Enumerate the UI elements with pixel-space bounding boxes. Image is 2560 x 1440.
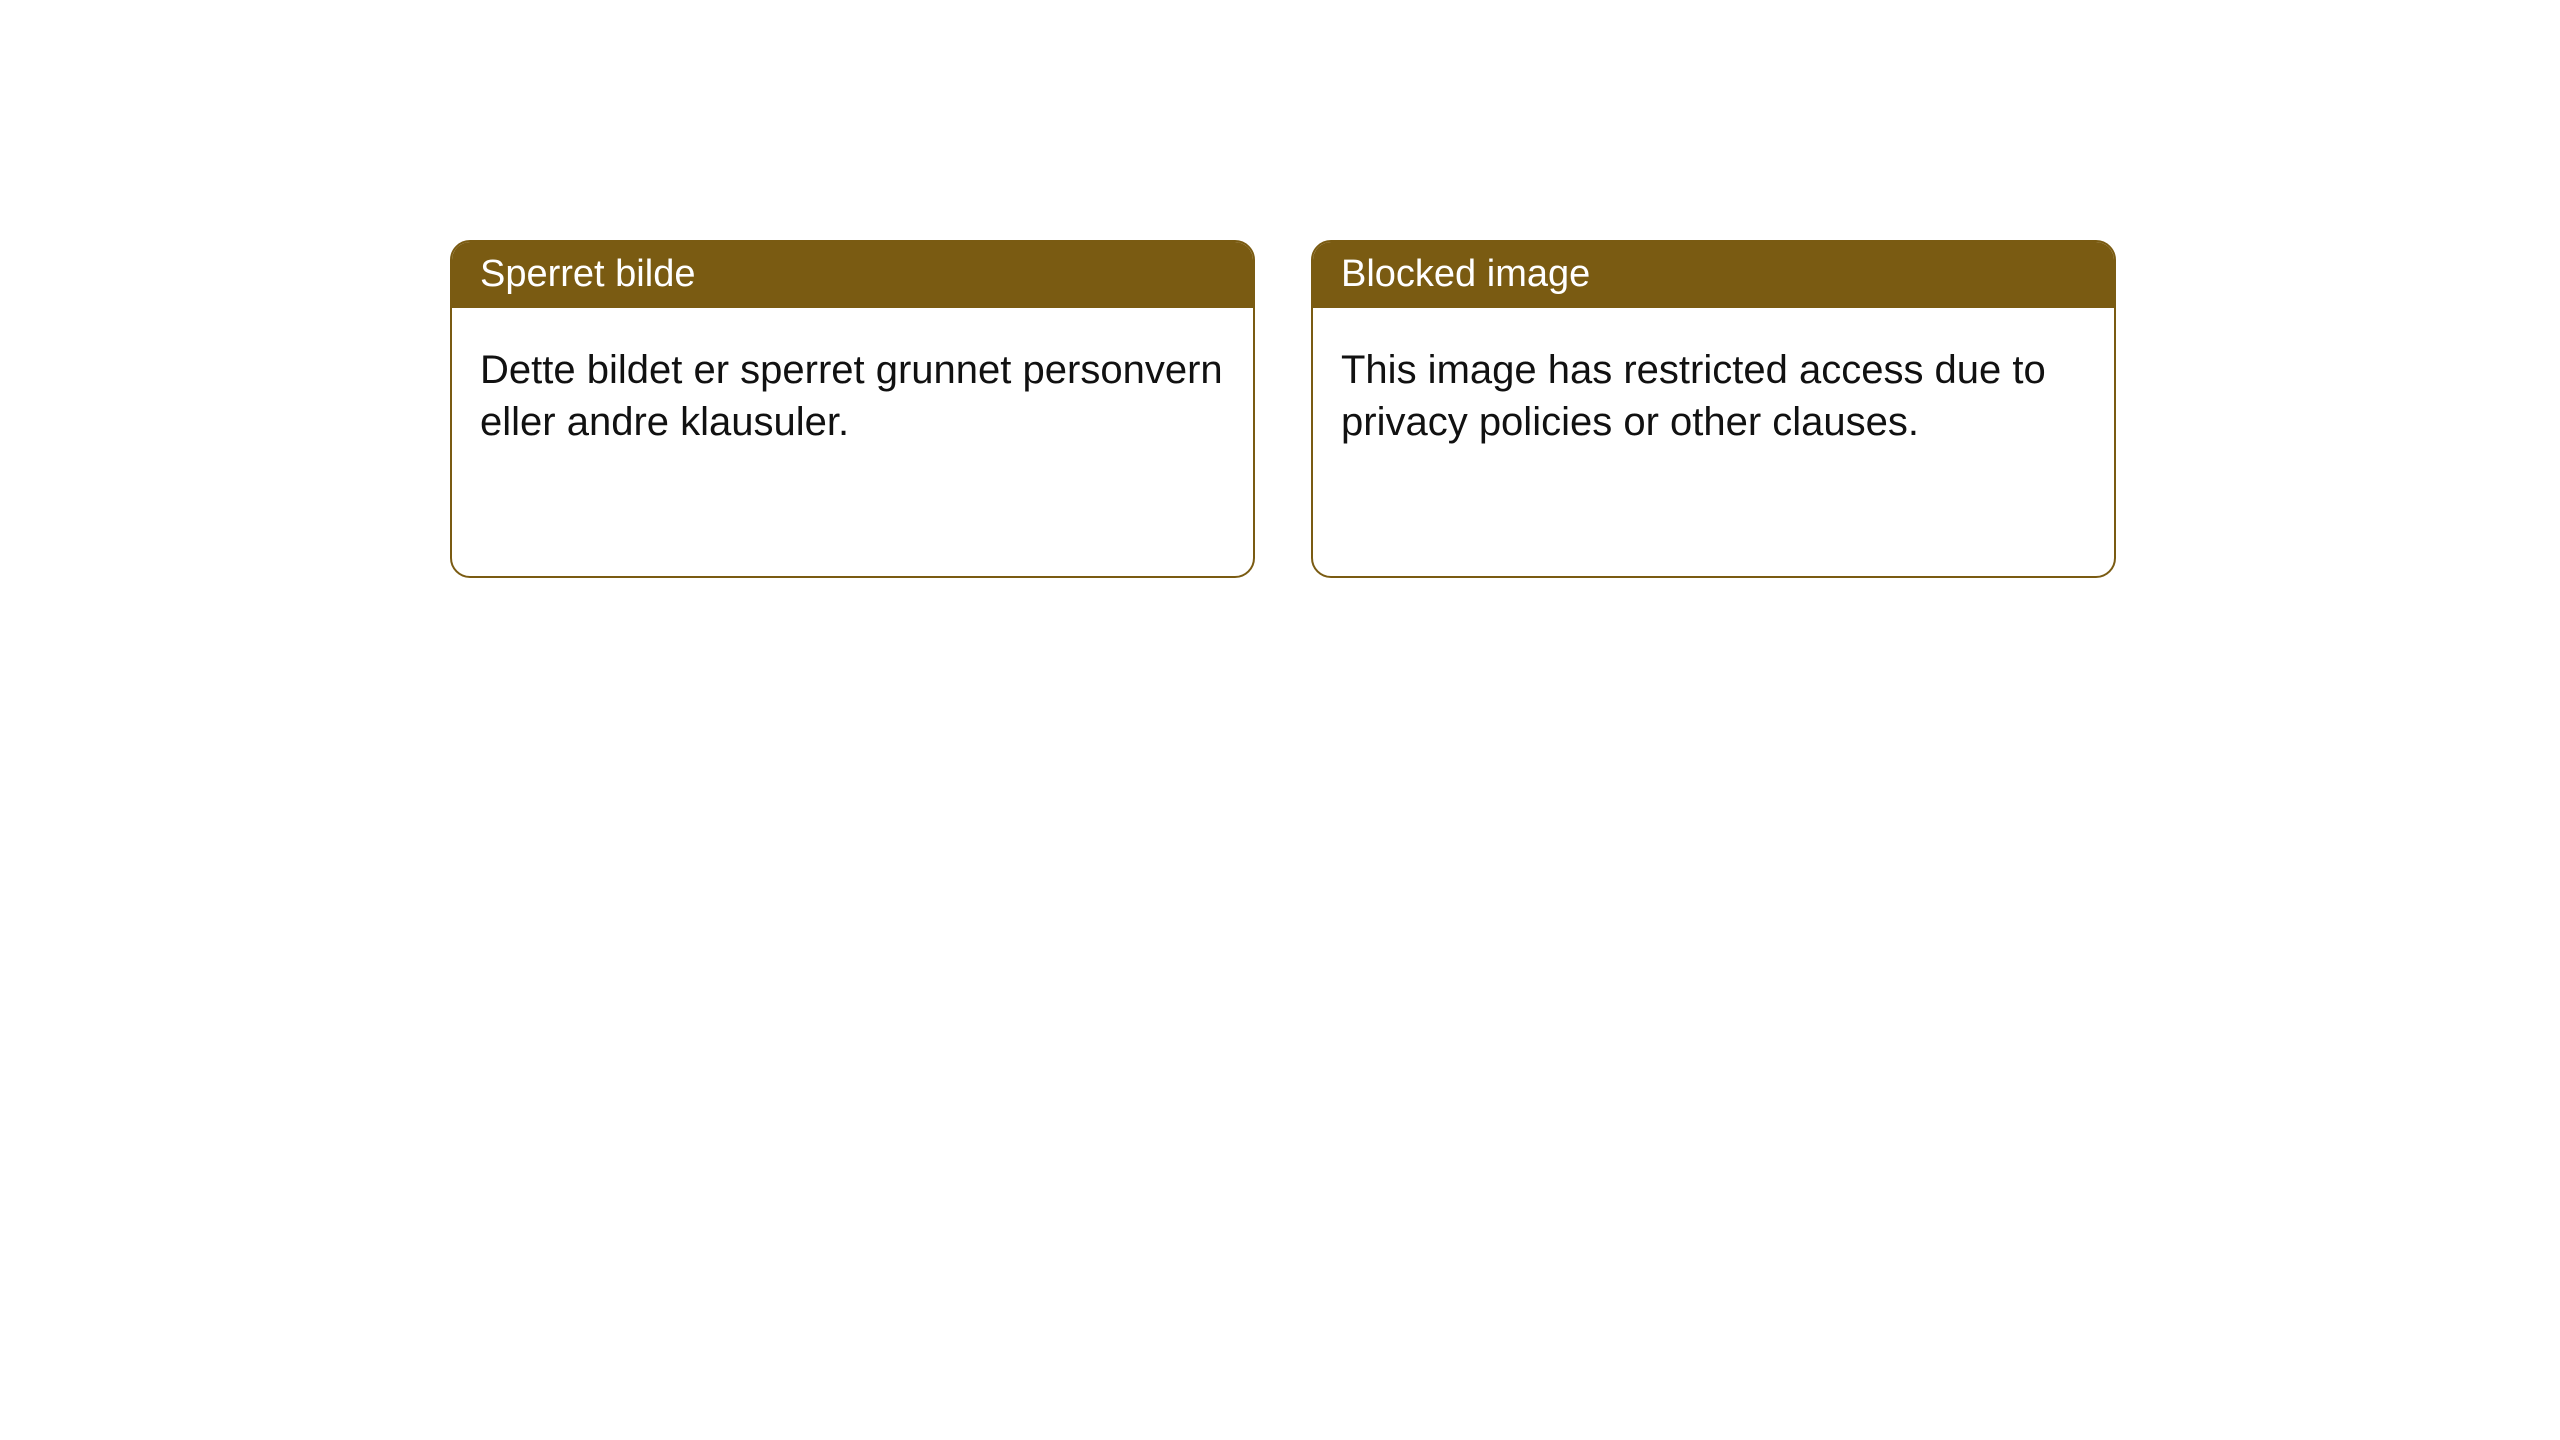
notice-card-english: Blocked image This image has restricted … <box>1311 240 2116 578</box>
notice-body-english: This image has restricted access due to … <box>1313 308 2114 474</box>
notice-header-english: Blocked image <box>1313 242 2114 308</box>
notice-header-norwegian: Sperret bilde <box>452 242 1253 308</box>
notice-card-norwegian: Sperret bilde Dette bildet er sperret gr… <box>450 240 1255 578</box>
notice-cards-container: Sperret bilde Dette bildet er sperret gr… <box>0 0 2560 578</box>
notice-body-norwegian: Dette bildet er sperret grunnet personve… <box>452 308 1253 474</box>
